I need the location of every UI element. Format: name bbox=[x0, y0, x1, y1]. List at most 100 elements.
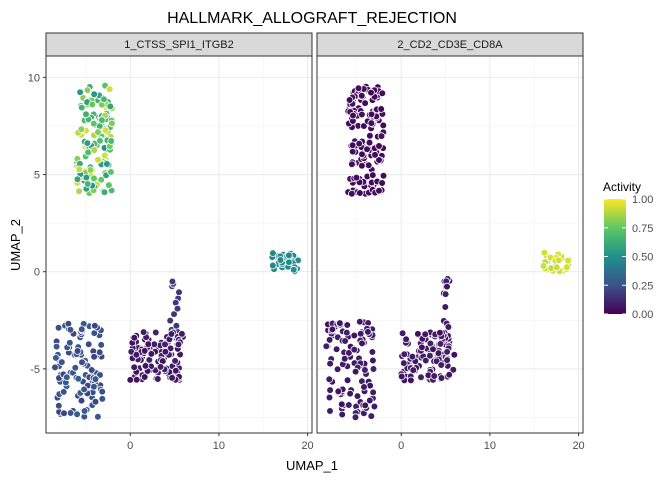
data-point bbox=[562, 263, 571, 271]
data-point bbox=[78, 103, 86, 112]
data-point bbox=[398, 329, 407, 338]
data-point bbox=[337, 400, 346, 409]
data-point bbox=[367, 88, 375, 97]
data-point bbox=[443, 348, 451, 356]
panel-1: 1_CTSS_SPI1_ITGB2 0 10 20 -5 0 5 10 bbox=[28, 32, 314, 452]
data-point bbox=[367, 412, 376, 420]
data-point bbox=[154, 375, 162, 383]
data-point bbox=[348, 160, 356, 169]
data-point bbox=[57, 358, 66, 366]
legend-title: Activity bbox=[603, 180, 641, 194]
data-point bbox=[332, 345, 341, 354]
data-point bbox=[366, 381, 374, 390]
data-point bbox=[147, 350, 156, 358]
data-point bbox=[90, 146, 98, 154]
data-point bbox=[326, 359, 334, 368]
data-point bbox=[377, 132, 386, 140]
data-point bbox=[371, 151, 379, 159]
data-point bbox=[369, 356, 377, 365]
data-point bbox=[348, 141, 357, 150]
data-point bbox=[152, 328, 160, 337]
data-point bbox=[361, 401, 370, 410]
x-tick-label: 20 bbox=[301, 440, 313, 452]
data-point bbox=[77, 125, 86, 133]
data-point bbox=[97, 341, 105, 349]
data-point bbox=[75, 187, 83, 196]
data-point bbox=[378, 179, 386, 187]
data-point bbox=[84, 340, 93, 349]
panel-border bbox=[316, 55, 584, 434]
data-point bbox=[437, 361, 446, 369]
x-tick-label: 0 bbox=[398, 440, 404, 452]
data-point bbox=[443, 356, 451, 364]
data-point bbox=[341, 337, 349, 345]
panel-2: 2_CD2_CD3E_CD8A 0 10 20 bbox=[316, 32, 585, 452]
data-point bbox=[325, 393, 334, 402]
data-point bbox=[90, 352, 98, 361]
data-point bbox=[140, 373, 149, 381]
data-point bbox=[334, 387, 343, 396]
data-point bbox=[90, 174, 98, 183]
data-point bbox=[407, 376, 415, 385]
data-point bbox=[94, 412, 102, 421]
data-point bbox=[73, 410, 81, 419]
data-point bbox=[336, 319, 344, 327]
legend-tick-label: 0.50 bbox=[632, 252, 653, 264]
data-point bbox=[96, 136, 104, 145]
data-point bbox=[356, 329, 365, 338]
data-point bbox=[345, 96, 354, 104]
x-tick-label: 10 bbox=[213, 440, 225, 452]
data-point bbox=[107, 168, 115, 176]
data-point bbox=[436, 328, 444, 337]
data-point bbox=[132, 350, 141, 359]
facet-strip-label: 2_CD2_CD3E_CD8A bbox=[397, 39, 503, 51]
data-point bbox=[86, 166, 95, 174]
data-point bbox=[276, 256, 285, 264]
data-point bbox=[77, 396, 86, 405]
data-point bbox=[94, 156, 102, 164]
data-point bbox=[94, 128, 102, 136]
data-point bbox=[450, 350, 459, 359]
data-point bbox=[139, 328, 148, 336]
data-point bbox=[83, 139, 92, 147]
data-point bbox=[367, 119, 376, 127]
data-point bbox=[268, 261, 277, 270]
data-point bbox=[358, 162, 366, 170]
data-point bbox=[166, 316, 175, 325]
data-point bbox=[368, 171, 377, 179]
data-point bbox=[539, 262, 548, 270]
data-point bbox=[366, 131, 374, 140]
data-point bbox=[358, 150, 366, 159]
data-point bbox=[375, 142, 383, 150]
data-point bbox=[100, 188, 109, 197]
data-point bbox=[349, 111, 357, 120]
data-point bbox=[130, 363, 139, 372]
data-point bbox=[71, 363, 80, 372]
data-point bbox=[352, 173, 361, 182]
data-point bbox=[78, 325, 86, 334]
data-point bbox=[325, 336, 334, 344]
data-point bbox=[365, 396, 374, 405]
data-point bbox=[350, 331, 359, 340]
data-point bbox=[358, 339, 366, 348]
data-point bbox=[340, 354, 349, 363]
data-point bbox=[171, 357, 179, 365]
chart-title: HALLMARK_ALLOGRAFT_REJECTION bbox=[167, 10, 457, 27]
scatter-points bbox=[322, 82, 573, 422]
data-point bbox=[400, 350, 409, 359]
data-point bbox=[91, 397, 100, 406]
data-point bbox=[333, 365, 342, 374]
data-point bbox=[346, 389, 354, 398]
legend-tick-label: 1.00 bbox=[632, 194, 653, 206]
data-point bbox=[445, 370, 454, 379]
data-point bbox=[367, 110, 376, 119]
y-tick-label: 10 bbox=[28, 72, 40, 84]
data-point bbox=[325, 375, 334, 384]
data-point bbox=[418, 343, 426, 352]
data-point bbox=[344, 401, 353, 409]
data-point bbox=[430, 372, 439, 380]
data-point bbox=[355, 139, 364, 148]
data-point bbox=[74, 374, 83, 383]
data-point bbox=[90, 382, 98, 391]
data-point bbox=[170, 310, 178, 318]
